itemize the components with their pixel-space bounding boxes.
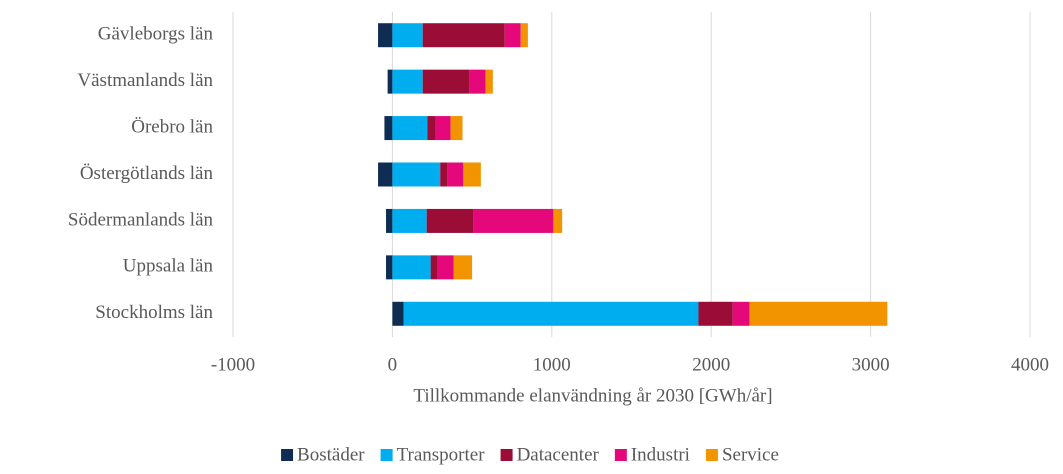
y-tick-label: Västmanlands län (77, 70, 213, 91)
bar-segment (463, 162, 481, 187)
bar-segment (450, 116, 463, 141)
bar-segment (387, 69, 393, 94)
x-tick-label: -1000 (211, 354, 255, 375)
x-tick-label: 0 (388, 354, 398, 375)
y-tick-label: Gävleborgs län (98, 24, 214, 45)
bar-segment (435, 116, 451, 141)
bar-segment (422, 23, 505, 48)
x-axis-title: Tillkommande elanvändning år 2030 [GWh/å… (413, 385, 772, 406)
legend-label: Bostäder (297, 444, 365, 465)
bar-segment (698, 301, 733, 326)
y-tick-label: Södermanlands län (68, 209, 214, 230)
bar-segment (504, 23, 521, 48)
bar-segment (553, 208, 563, 233)
legend-swatch (614, 449, 627, 461)
y-tick-label: Örebro län (131, 116, 213, 137)
bar-segment (392, 162, 441, 187)
bar-segment (392, 69, 423, 94)
bar-segment (426, 208, 474, 233)
bar-segment (378, 162, 393, 187)
legend-label: Transporter (397, 444, 486, 465)
bar-segment (473, 208, 554, 233)
bar-segment (422, 69, 470, 94)
y-tick-label: Uppsala län (123, 256, 214, 277)
bar-segment (378, 23, 393, 48)
legend-swatch (705, 449, 718, 461)
bar-segment (427, 116, 436, 141)
legend-label: Service (722, 444, 779, 465)
legend-label: Datacenter (517, 444, 600, 465)
legend-label: Industri (631, 444, 690, 465)
bar-segment (392, 301, 404, 326)
bar-segment (386, 208, 393, 233)
bar-segment (384, 116, 393, 141)
legend-swatch (281, 449, 294, 461)
bar-segment (392, 255, 431, 280)
bar-segment (447, 162, 464, 187)
bar-segment (403, 301, 699, 326)
x-tick-label: 4000 (1011, 354, 1049, 375)
bar-segment (440, 162, 448, 187)
x-tick-label: 3000 (852, 354, 890, 375)
bar-segment (520, 23, 528, 48)
y-tick-label: Östergötlands län (80, 163, 214, 184)
bar-segment (749, 301, 888, 326)
legend-swatch (380, 449, 393, 461)
legend-swatch (500, 449, 513, 461)
bar-segment (469, 69, 486, 94)
x-tick-label: 2000 (692, 354, 730, 375)
bar-segment (485, 69, 493, 94)
bar-segment (732, 301, 750, 326)
bar-segment (437, 255, 454, 280)
y-tick-label: Stockholms län (95, 302, 213, 323)
x-tick-label: 1000 (533, 354, 571, 375)
bar-segment (392, 208, 427, 233)
bar-segment (453, 255, 473, 280)
bar-segment (392, 23, 423, 48)
bar-segment (386, 255, 393, 280)
bar-segment (430, 255, 438, 280)
bar-segment (392, 116, 428, 141)
